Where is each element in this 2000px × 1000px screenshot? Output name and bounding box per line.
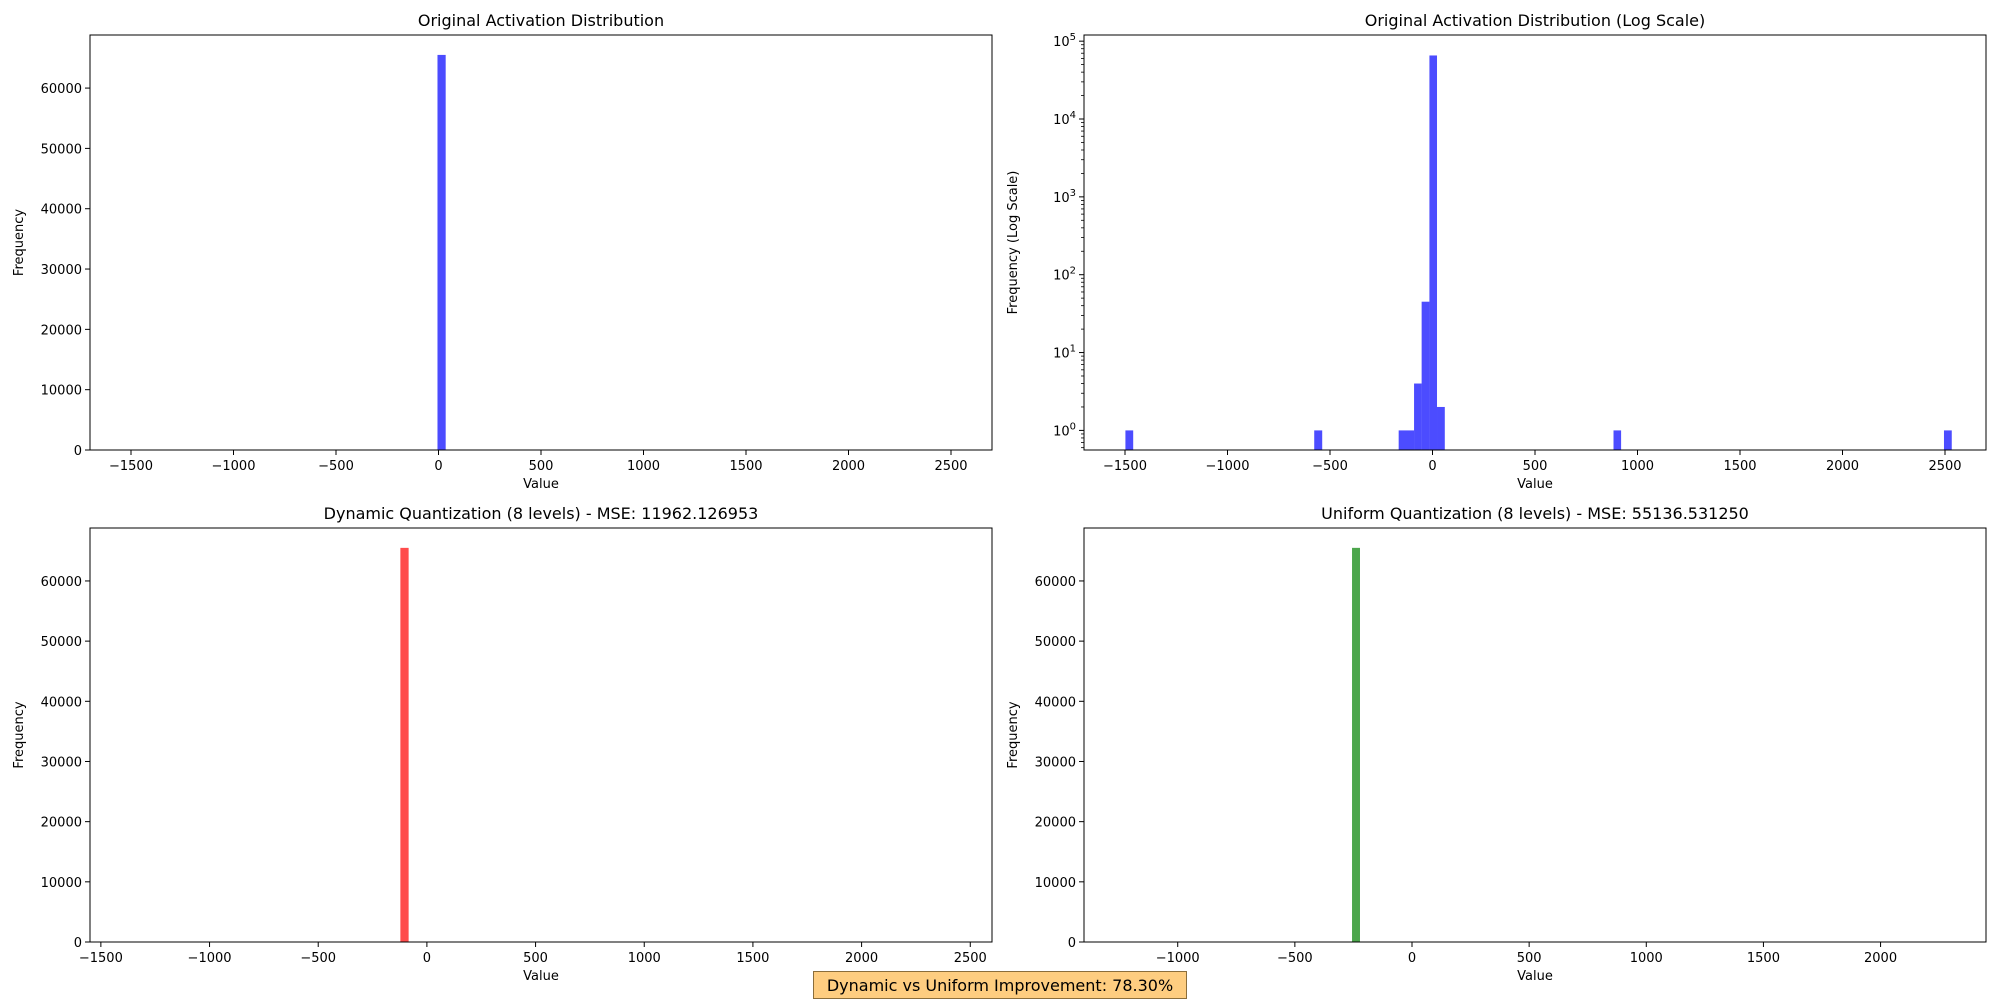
original-distribution-title: Original Activation Distribution: [418, 11, 664, 30]
original-distribution-x-tick-label: −1500: [109, 459, 153, 474]
uniform-quantization-axes-frame: [1083, 527, 1987, 943]
original-distribution-x-axis-label: Value: [523, 477, 559, 492]
uniform-quantization-x-tick-label: 1000: [1630, 951, 1663, 966]
uniform-quantization-y-tick-label: 60000: [1035, 575, 1076, 590]
uniform-quantization-x-tick-label: −500: [1277, 951, 1313, 966]
improvement-summary-box: Dynamic vs Uniform Improvement: 78.30%: [813, 971, 1187, 999]
uniform-quantization-x-tick-label: 2000: [1864, 951, 1897, 966]
uniform-quantization-y-tick-label: 30000: [1035, 755, 1076, 770]
uniform-quantization-x-tick-label: 500: [1517, 951, 1542, 966]
original-distribution-log-x-tick-label: 1000: [1621, 459, 1654, 474]
original-distribution-y-tick-label: 10000: [41, 384, 82, 399]
original-distribution-log-bar-4: [1421, 301, 1430, 450]
dynamic-quantization-y-tick-label: 50000: [41, 635, 82, 650]
original-distribution-log-bar-2: [1398, 430, 1415, 450]
original-distribution-log-axes-frame: [1083, 34, 1987, 451]
dynamic-quantization-y-tick-label: 40000: [41, 695, 82, 710]
dynamic-quantization-axes-frame: [89, 527, 993, 943]
uniform-quantization-y-tick-label: 0: [1068, 936, 1076, 951]
dynamic-quantization-x-tick-label: 2000: [845, 951, 878, 966]
dynamic-quantization-x-axis-label: Value: [523, 969, 559, 984]
uniform-quantization-x-axis-label: Value: [1517, 969, 1553, 984]
original-distribution-x-tick-label: 0: [434, 459, 442, 474]
original-distribution-log-y-tick-label: 101: [1053, 344, 1076, 362]
original-distribution-y-tick-label: 50000: [41, 142, 82, 157]
original-distribution-chart: −1500 −1000 −500 0 500 1000 1500 2000 2500 0 10000…: [12, 11, 993, 492]
original-distribution-log-x-axis-label: Value: [1517, 477, 1553, 492]
dynamic-quantization-chart: −1500 −1000 −500 0 500 1000 1500 2000 2500 0 10000…: [12, 504, 993, 984]
original-distribution-log-x-tick-label: −1000: [1206, 459, 1250, 474]
original-distribution-log-y-tick-label: 105: [1053, 32, 1076, 50]
original-distribution-log-y-tick-label: 100: [1053, 421, 1076, 439]
uniform-quantization-x-tick-label: 0: [1408, 951, 1416, 966]
dynamic-quantization-x-tick-label: 500: [523, 951, 548, 966]
dynamic-quantization-title: Dynamic Quantization (8 levels) - MSE: 1…: [324, 504, 759, 523]
original-distribution-log-title: Original Activation Distribution (Log Sc…: [1365, 11, 1706, 30]
original-distribution-axes-frame: [89, 34, 993, 451]
original-distribution-x-tick-label: 500: [529, 459, 554, 474]
original-distribution-log-x-tick-label: 2500: [1928, 459, 1961, 474]
original-distribution-log-x-tick-label: 0: [1428, 459, 1436, 474]
original-distribution-y-tick-label: 40000: [41, 203, 82, 218]
uniform-quantization-x-tick-label: 1500: [1747, 951, 1780, 966]
original-distribution-log-bar-0: [1125, 430, 1134, 450]
original-distribution-log-x-tick-label: −1500: [1103, 459, 1147, 474]
original-distribution-x-tick-label: 2500: [934, 459, 967, 474]
original-distribution-log-chart: −1500 −1000 −500 0 500 1000 1500 2000 2500 100 101…: [1006, 11, 1987, 492]
uniform-quantization-chart: −1000 −500 0 500 1000 1500 2000010000200003000…: [1006, 504, 1987, 984]
dynamic-quantization-y-tick-label: 30000: [41, 755, 82, 770]
uniform-quantization-y-axis-label: Frequency: [1006, 701, 1021, 768]
uniform-quantization-bar-0: [1352, 547, 1360, 942]
original-distribution-x-tick-label: 1500: [729, 459, 762, 474]
original-distribution-log-x-tick-label: −500: [1312, 459, 1348, 474]
dynamic-quantization-x-tick-label: 1500: [736, 951, 769, 966]
dynamic-quantization-y-tick-label: 10000: [41, 876, 82, 891]
uniform-quantization-y-tick-label: 50000: [1035, 635, 1076, 650]
original-distribution-log-y-tick-label: 103: [1053, 188, 1076, 206]
original-distribution-x-tick-label: 1000: [627, 459, 660, 474]
original-distribution-log-y-tick-label: 102: [1053, 266, 1076, 284]
original-distribution-y-tick-label: 60000: [41, 82, 82, 97]
original-distribution-log-bar-1: [1314, 430, 1323, 450]
original-distribution-log-bar-7: [1613, 430, 1622, 450]
original-distribution-log-x-tick-label: 2000: [1826, 459, 1859, 474]
dynamic-quantization-y-tick-label: 20000: [41, 816, 82, 831]
original-distribution-log-bar-6: [1437, 406, 1445, 450]
original-distribution-log-bar-5: [1429, 55, 1438, 450]
uniform-quantization-y-tick-label: 20000: [1035, 816, 1076, 831]
dynamic-quantization-x-tick-label: −1500: [79, 951, 123, 966]
original-distribution-y-tick-label: 30000: [41, 263, 82, 278]
original-distribution-bar-0: [437, 54, 446, 450]
original-distribution-x-tick-label: −500: [318, 459, 354, 474]
original-distribution-y-tick-label: 20000: [41, 323, 82, 338]
uniform-quantization-y-tick-label: 40000: [1035, 695, 1076, 710]
original-distribution-log-bar-8: [1943, 430, 1952, 450]
uniform-quantization-y-tick-label: 10000: [1035, 876, 1076, 891]
dynamic-quantization-x-tick-label: 2500: [954, 951, 987, 966]
dynamic-quantization-y-tick-label: 0: [74, 936, 82, 951]
original-distribution-y-tick-label: 0: [74, 444, 82, 459]
original-distribution-log-x-tick-label: 1500: [1723, 459, 1756, 474]
original-distribution-y-axis-label: Frequency: [12, 209, 27, 276]
dynamic-quantization-x-tick-label: 1000: [628, 951, 661, 966]
original-distribution-log-x-tick-label: 500: [1523, 459, 1548, 474]
original-distribution-log-y-tick-label: 104: [1053, 110, 1076, 128]
improvement-summary-text: Dynamic vs Uniform Improvement: 78.30%: [826, 975, 1174, 995]
uniform-quantization-x-tick-label: −1000: [1156, 951, 1200, 966]
dynamic-quantization-x-tick-label: 0: [423, 951, 431, 966]
original-distribution-x-tick-label: −1000: [212, 459, 256, 474]
dynamic-quantization-y-axis-label: Frequency: [12, 701, 27, 768]
original-distribution-x-tick-label: 2000: [832, 459, 865, 474]
dynamic-quantization-x-tick-label: −1000: [188, 951, 232, 966]
dynamic-quantization-x-tick-label: −500: [300, 951, 336, 966]
dynamic-quantization-y-tick-label: 60000: [41, 575, 82, 590]
dynamic-quantization-bar-0: [400, 547, 409, 942]
uniform-quantization-title: Uniform Quantization (8 levels) - MSE: 5…: [1321, 504, 1749, 523]
original-distribution-log-bar-3: [1414, 383, 1422, 450]
original-distribution-log-y-axis-label: Frequency (Log Scale): [1006, 171, 1021, 315]
